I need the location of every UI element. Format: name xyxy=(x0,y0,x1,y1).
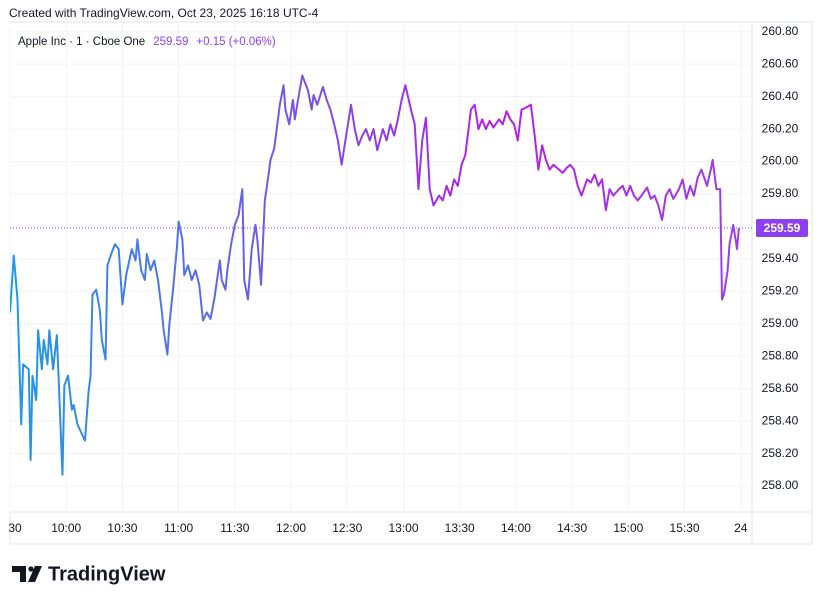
y-tick-label: 259.40 xyxy=(762,251,799,265)
y-tick-label: 260.40 xyxy=(762,89,799,103)
x-tick-label: 15:00 xyxy=(613,521,643,535)
y-tick-label: 258.00 xyxy=(762,478,799,492)
y-tick-label: 260.80 xyxy=(762,24,799,38)
y-tick-label: 258.80 xyxy=(762,348,799,362)
y-tick-label: 259.20 xyxy=(762,284,799,298)
grid xyxy=(9,22,752,512)
y-tick-label: 258.40 xyxy=(762,413,799,427)
x-tick-label: 14:00 xyxy=(501,521,531,535)
symbol: Apple Inc · 1 · Cboe One xyxy=(18,36,145,48)
brand: TradingView xyxy=(48,563,166,585)
x-tick-label: 10:30 xyxy=(107,521,137,535)
y-tick-label: 259.00 xyxy=(762,316,799,330)
y-axis: 258.00 258.20 258.40 258.60 258.80 259.00 259.… xyxy=(756,24,808,492)
last-price-label: 259.59 xyxy=(764,221,801,235)
header: Created with TradingView.com, Oct 23, 20… xyxy=(9,6,319,20)
x-axis: 9:30 10:00 10:30 11:00 11:30 12:00 12:30 13:00 1… xyxy=(0,521,748,535)
x-tick-label: 10:00 xyxy=(51,521,81,535)
y-tick-label: 259.80 xyxy=(762,186,799,200)
logo-icon xyxy=(12,566,42,582)
x-tick-label: 12:30 xyxy=(332,521,362,535)
y-tick-label: 260.60 xyxy=(762,56,799,70)
x-tick-label: 11:30 xyxy=(220,521,249,535)
logo: TradingView xyxy=(12,563,166,585)
x-tick-label: 14:30 xyxy=(557,521,587,535)
last-price-box xyxy=(756,219,808,238)
y-tick-label: 258.60 xyxy=(762,381,799,395)
x-tick-label: 15:30 xyxy=(670,521,700,535)
legend: Apple Inc · 1 · Cboe One 259.59 +0.15 (+0.… xyxy=(18,36,276,48)
y-tick-label: 260.00 xyxy=(762,154,799,168)
x-tick-label: 12:00 xyxy=(276,521,306,535)
x-tick-label: 9:30 xyxy=(0,521,22,535)
chart-frame xyxy=(9,21,813,545)
plot xyxy=(10,74,752,476)
y-tick-label: 258.20 xyxy=(762,446,799,460)
price-line xyxy=(10,74,740,476)
y-tick-label: 260.20 xyxy=(762,121,799,135)
logo-icon xyxy=(28,566,34,572)
x-tick-label: 13:00 xyxy=(388,521,418,535)
legend-change: +0.15 (+0.06%) xyxy=(196,36,275,48)
legend-price: 259.59 xyxy=(153,36,188,48)
x-tick-label: 24 xyxy=(734,521,748,535)
x-tick-label: 11:00 xyxy=(164,521,193,535)
x-tick-label: 13:30 xyxy=(445,521,475,535)
